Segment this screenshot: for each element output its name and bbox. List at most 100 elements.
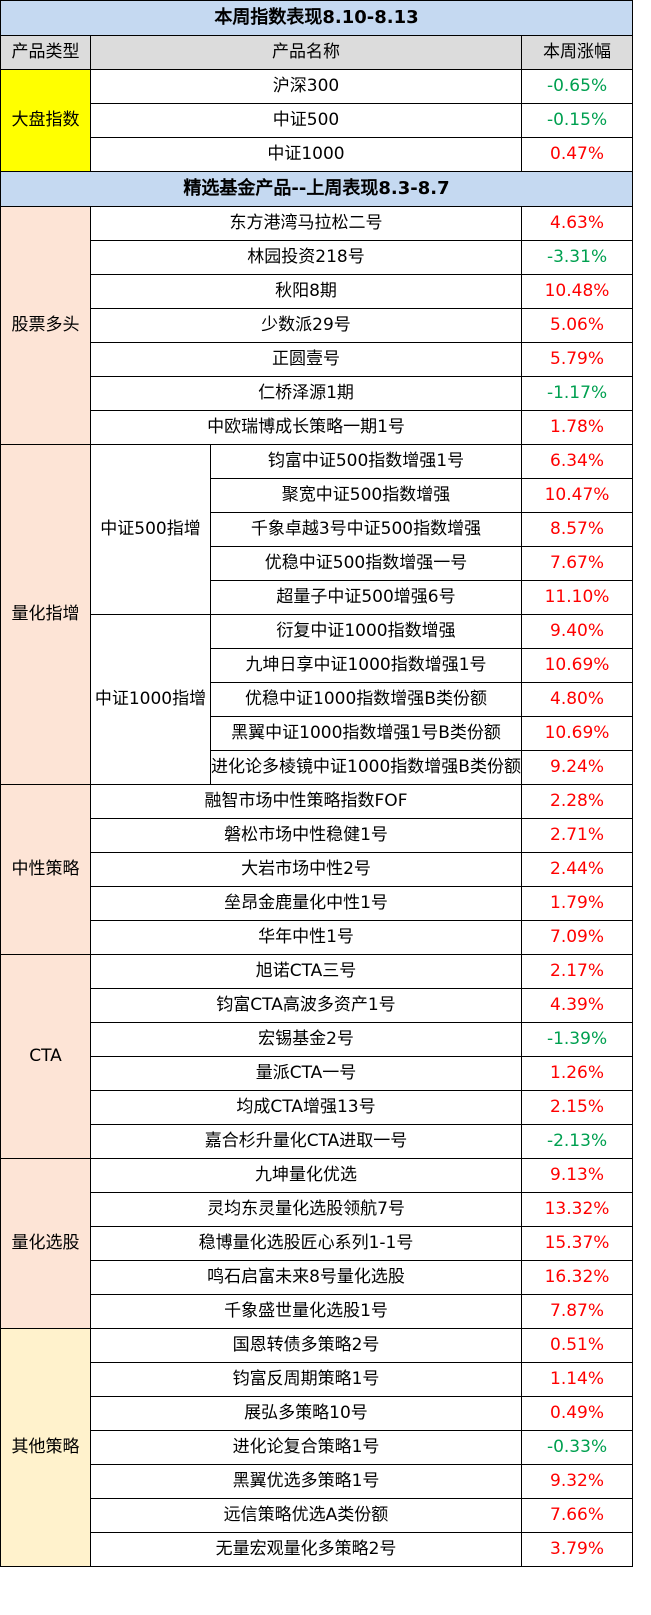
category-cell: 量化选股 <box>0 1158 91 1329</box>
table-row: 稳博量化选股匠心系列1-1号 15.37% <box>1 1226 634 1261</box>
fund-performance-table: 本周指数表现8.10-8.13 产品类型 产品名称 本周涨幅 大盘指数 沪深300… <box>0 0 634 1567</box>
product-name: 灵均东灵量化选股领航7号 <box>90 1192 522 1227</box>
change-cell: 8.57% <box>520 512 634 547</box>
change-cell: 13.32% <box>520 1192 634 1227</box>
product-name: 垒昂金鹿量化中性1号 <box>90 886 522 921</box>
change-cell: 15.37% <box>520 1226 634 1261</box>
change-cell: 1.78% <box>520 410 634 445</box>
change-cell: 7.67% <box>520 546 634 581</box>
table-row: 宏锡基金2号 -1.39% <box>1 1022 634 1057</box>
table-row: 林园投资218号 -3.31% <box>1 240 634 275</box>
product-name: 林园投资218号 <box>90 240 522 275</box>
change-cell: 0.47% <box>520 137 634 172</box>
product-name: 华年中性1号 <box>90 920 522 955</box>
table-row: 嘉合杉升量化CTA进取一号 -2.13% <box>1 1124 634 1159</box>
table-row: 展弘多策略10号 0.49% <box>1 1396 634 1431</box>
change-cell: 10.47% <box>520 478 634 513</box>
title-row-index: 本周指数表现8.10-8.13 <box>0 0 634 36</box>
change-cell: 0.49% <box>520 1396 634 1431</box>
table-row: 远信策略优选A类份额 7.66% <box>1 1498 634 1533</box>
table-row: 秋阳8期 10.48% <box>1 274 634 309</box>
change-cell: -0.33% <box>520 1430 634 1465</box>
header-row: 产品类型 产品名称 本周涨幅 <box>0 35 634 70</box>
table-row: 中欧瑞博成长策略一期1号 1.78% <box>1 410 634 445</box>
change-cell: 1.26% <box>520 1056 634 1091</box>
change-cell: 0.51% <box>520 1328 634 1363</box>
change-cell: 4.63% <box>520 206 634 241</box>
change-cell: 2.17% <box>520 954 634 989</box>
table-row: 量化指增 中证500指增 钧富中证500指数增强1号 6.34% <box>0 444 634 785</box>
product-name: 衍复中证1000指数增强 <box>210 614 522 649</box>
table-row: 量化选股 九坤量化优选 9.13% <box>0 1158 634 1329</box>
change-cell: -1.39% <box>520 1022 634 1057</box>
change-cell: 4.80% <box>520 682 634 717</box>
table-row: 九坤日享中证1000指数增强1号 10.69% <box>1 648 634 683</box>
table-row: 其他策略 国恩转债多策略2号 0.51% <box>0 1328 634 1567</box>
table-row: 千象盛世量化选股1号 7.87% <box>1 1294 634 1329</box>
table-row: 钧富反周期策略1号 1.14% <box>1 1362 634 1397</box>
table-row: 灵均东灵量化选股领航7号 13.32% <box>1 1192 634 1227</box>
change-cell: 10.69% <box>520 716 634 751</box>
table-row: 鸣石启富未来8号量化选股 16.32% <box>1 1260 634 1295</box>
table-row: 股票多头 东方港湾马拉松二号 4.63% <box>0 206 634 445</box>
table-row: CTA 旭诺CTA三号 2.17% <box>0 954 634 1159</box>
product-name: 展弘多策略10号 <box>90 1396 522 1431</box>
change-cell: 1.14% <box>520 1362 634 1397</box>
change-cell: 2.71% <box>520 818 634 853</box>
product-name: 中证1000 <box>90 137 522 172</box>
table-row: 华年中性1号 7.09% <box>1 920 634 955</box>
product-name: 旭诺CTA三号 <box>90 954 522 989</box>
product-name: 进化论复合策略1号 <box>90 1430 522 1465</box>
category-cell: 量化指增 <box>0 444 91 785</box>
change-cell: 7.09% <box>520 920 634 955</box>
category-cell: 股票多头 <box>0 206 91 445</box>
change-cell: -2.13% <box>520 1124 634 1159</box>
product-name: 正圆壹号 <box>90 342 522 377</box>
change-cell: 6.34% <box>520 444 634 479</box>
change-cell: 5.06% <box>520 308 634 343</box>
product-name: 超量子中证500增强6号 <box>210 580 522 615</box>
section-title-funds: 精选基金产品--上周表现8.3-8.7 <box>0 171 634 207</box>
product-name: 嘉合杉升量化CTA进取一号 <box>90 1124 522 1159</box>
change-cell: 1.79% <box>520 886 634 921</box>
change-cell: 2.28% <box>520 784 634 819</box>
product-name: 宏锡基金2号 <box>90 1022 522 1057</box>
change-cell: 9.13% <box>520 1158 634 1193</box>
product-name: 无量宏观量化多策略2号 <box>90 1532 522 1567</box>
table-row: 中性策略 融智市场中性策略指数FOF 2.28% <box>0 784 634 955</box>
header-type: 产品类型 <box>0 35 91 70</box>
change-cell: 4.39% <box>520 988 634 1023</box>
product-name: 均成CTA增强13号 <box>90 1090 522 1125</box>
header-name: 产品名称 <box>90 35 522 70</box>
product-name: 仁桥泽源1期 <box>90 376 522 411</box>
product-name: 量派CTA一号 <box>90 1056 522 1091</box>
product-name: 中证500 <box>90 103 522 138</box>
table-row: 仁桥泽源1期 -1.17% <box>1 376 634 411</box>
table-row: 黑翼优选多策略1号 9.32% <box>1 1464 634 1499</box>
table-row: 中证500 -0.15% <box>1 103 634 138</box>
product-name: 千象卓越3号中证500指数增强 <box>210 512 522 547</box>
table-row: 垒昂金鹿量化中性1号 1.79% <box>1 886 634 921</box>
table-row: 超量子中证500增强6号 11.10% <box>1 580 634 615</box>
product-name: 钧富中证500指数增强1号 <box>210 444 522 479</box>
table-row: 优稳中证500指数增强一号 7.67% <box>1 546 634 581</box>
table-row: 钧富CTA高波多资产1号 4.39% <box>1 988 634 1023</box>
subcategory-cell: 中证1000指增 <box>90 614 211 785</box>
change-cell: 7.66% <box>520 1498 634 1533</box>
product-name: 九坤日享中证1000指数增强1号 <box>210 648 522 683</box>
table-row: 均成CTA增强13号 2.15% <box>1 1090 634 1125</box>
product-name: 聚宽中证500指数增强 <box>210 478 522 513</box>
product-name: 国恩转债多策略2号 <box>90 1328 522 1363</box>
product-name: 磐松市场中性稳健1号 <box>90 818 522 853</box>
category-cell: CTA <box>0 954 91 1159</box>
change-cell: 5.79% <box>520 342 634 377</box>
change-cell: -0.65% <box>520 69 634 104</box>
table-row: 聚宽中证500指数增强 10.47% <box>1 478 634 513</box>
section-title-index: 本周指数表现8.10-8.13 <box>0 0 634 36</box>
table-row: 进化论多棱镜中证1000指数增强B类份额 9.24% <box>1 750 634 785</box>
table-row: 优稳中证1000指数增强B类份额 4.80% <box>1 682 634 717</box>
product-name: 大岩市场中性2号 <box>90 852 522 887</box>
product-name: 九坤量化优选 <box>90 1158 522 1193</box>
category-cell: 其他策略 <box>0 1328 91 1567</box>
change-cell: -1.17% <box>520 376 634 411</box>
